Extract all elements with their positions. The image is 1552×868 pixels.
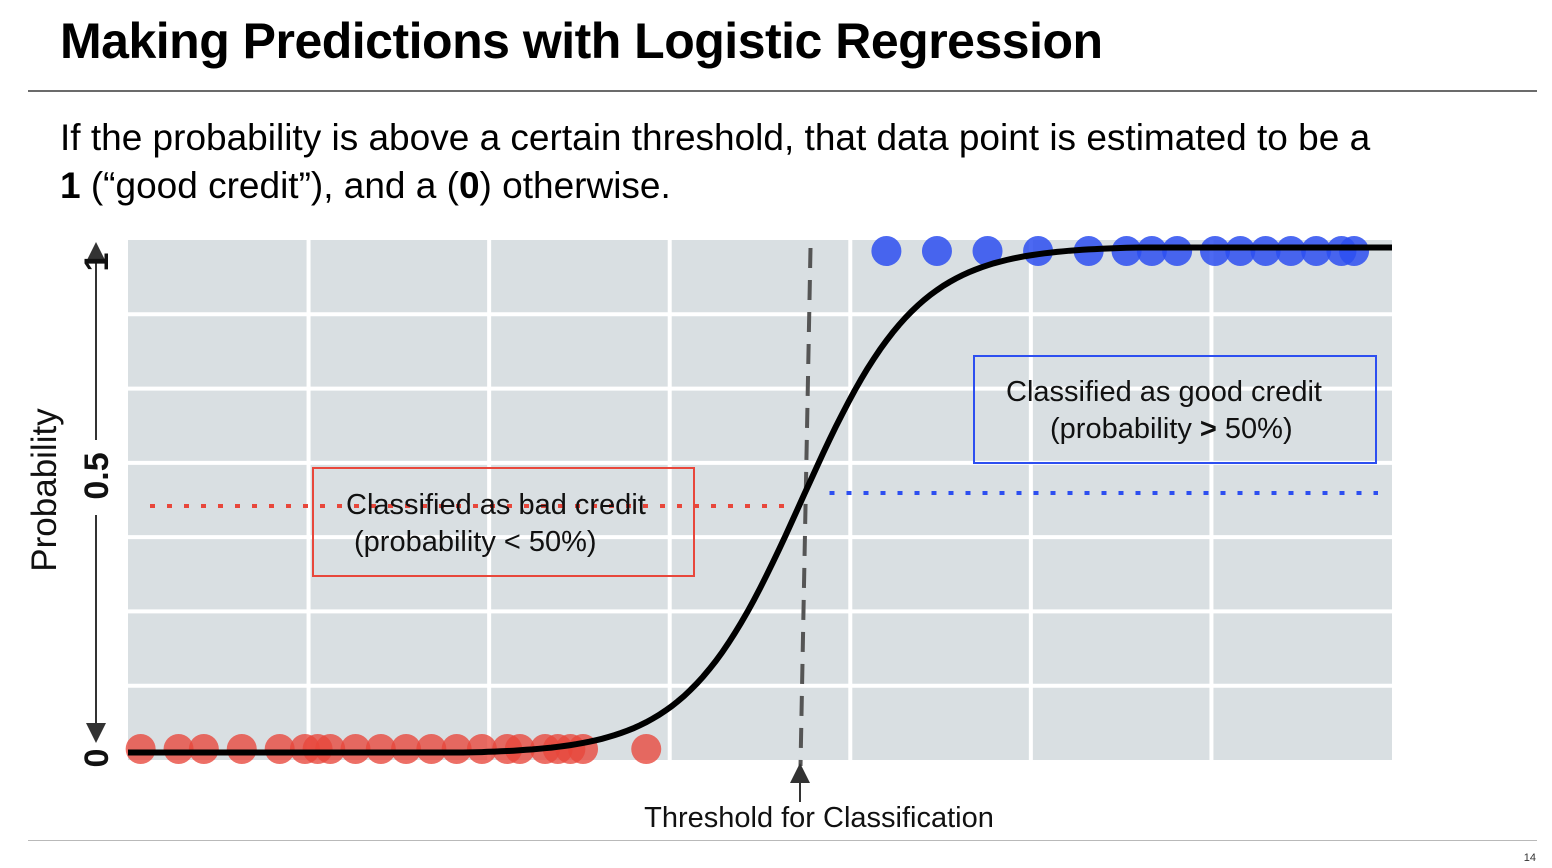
bad-annotation-box: [312, 467, 695, 577]
sigmoid-curve: [128, 244, 1392, 756]
body-zero: 0: [458, 165, 480, 206]
y-axis-label: Probability: [25, 408, 64, 572]
bad-credit-point: [188, 734, 219, 764]
good-credit-point: [1162, 236, 1193, 266]
good-credit-point: [1200, 236, 1231, 266]
y-tick-0.5: 0.5: [78, 452, 116, 499]
threshold-vertical-line: [798, 247, 813, 767]
good-credit-point: [1301, 236, 1332, 266]
bad-credit-series: [125, 734, 662, 764]
good-credit-point: [1136, 236, 1167, 266]
bad-credit-point: [226, 734, 257, 764]
footer-divider: [28, 840, 1537, 841]
good-annotation-gt: >: [1200, 413, 1217, 445]
page-number: 14: [1523, 852, 1536, 864]
slide-title: Making Predictions with Logistic Regress…: [60, 13, 1103, 69]
threshold-lines: [150, 247, 1378, 767]
good-credit-point: [1111, 236, 1142, 266]
plot-background: [128, 240, 1392, 760]
good-annotation-box: [973, 355, 1377, 464]
good-credit-point: [871, 236, 902, 266]
good-credit-point: [972, 236, 1003, 266]
body-mid: (“good credit”), and a (: [80, 165, 459, 206]
good-credit-point: [1023, 236, 1054, 266]
bad-credit-point: [365, 734, 396, 764]
bad-credit-point: [466, 734, 497, 764]
good-credit-series: [871, 236, 1370, 266]
body-one: 1: [60, 165, 81, 206]
y-tick-0: 0: [78, 749, 116, 768]
good-credit-point: [921, 236, 952, 266]
bad-annotation-line-2: (probability < 50%): [354, 526, 597, 558]
body-text: If the probability is above a certain th…: [60, 114, 1520, 210]
bad-credit-point: [315, 734, 346, 764]
annotation-boxes: [312, 355, 1377, 577]
good-annotation-line-2: (probability > 50%): [1050, 413, 1293, 445]
bad-credit-point: [163, 734, 194, 764]
body-end: ) otherwise.: [479, 165, 671, 206]
title-divider: [28, 90, 1537, 92]
bad-credit-point: [416, 734, 447, 764]
good-credit-point: [1275, 236, 1306, 266]
bad-annotation-line-1: Classified as bad credit: [346, 489, 646, 521]
good-annotation-part-a: (probability: [1050, 413, 1200, 445]
threshold-label: Threshold for Classification: [644, 802, 994, 834]
plot-area: [128, 240, 1392, 760]
good-credit-point: [1250, 236, 1281, 266]
bad-credit-point: [264, 734, 295, 764]
good-annotation-line-1: Classified as good credit: [1006, 376, 1322, 408]
body-line-1: If the probability is above a certain th…: [60, 117, 1371, 158]
good-credit-point: [1225, 236, 1256, 266]
bad-credit-point: [125, 734, 156, 764]
bad-credit-point: [391, 734, 422, 764]
good-credit-point: [1339, 236, 1370, 266]
bad-credit-point: [631, 734, 662, 764]
y-tick-1: 1: [78, 253, 116, 272]
bad-credit-point: [441, 734, 472, 764]
bad-credit-point: [340, 734, 371, 764]
good-annotation-part-c: 50%): [1217, 413, 1293, 445]
